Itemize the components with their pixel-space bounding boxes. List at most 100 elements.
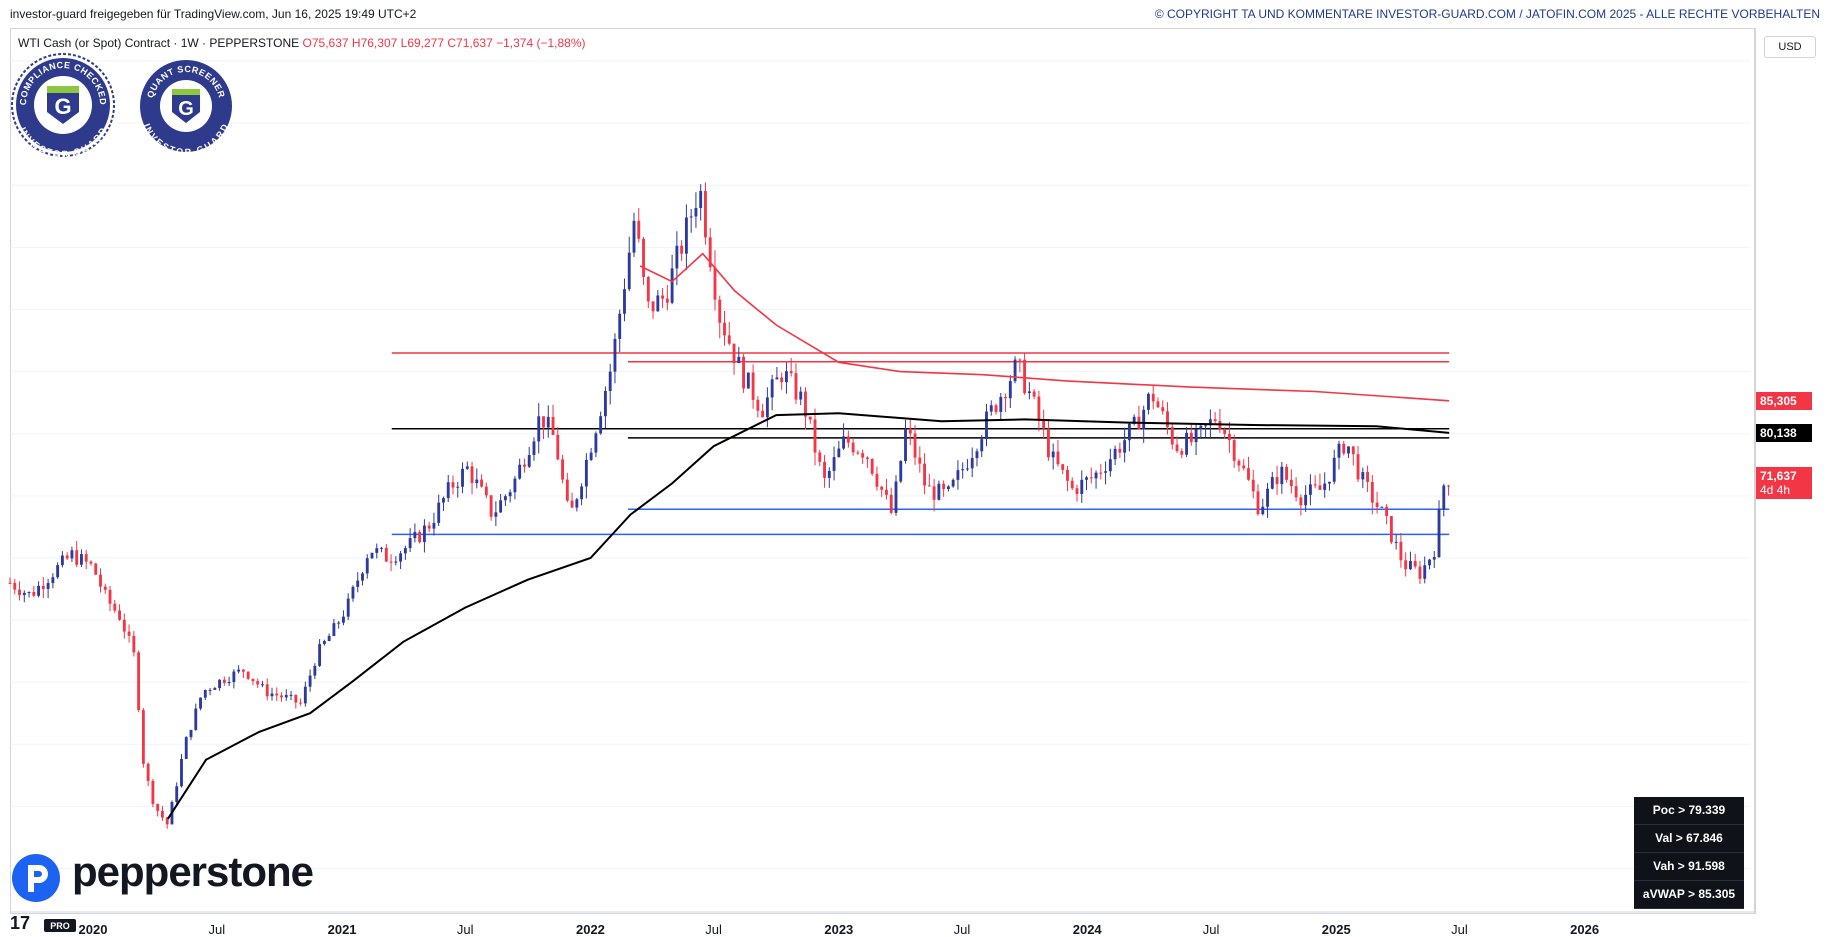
- stat-poc: Poc > 79.339: [1634, 797, 1744, 825]
- candle-body: [80, 554, 83, 565]
- candle-body: [1251, 479, 1255, 492]
- candle: [294, 694, 298, 709]
- tradingview-logo-icon[interactable]: 17 PRO: [8, 912, 80, 934]
- candle: [103, 583, 107, 594]
- candle-body: [680, 245, 684, 254]
- candle-body: [1156, 401, 1160, 408]
- x-axis-ticks: 2020 Jul 2021 Jul 2022 Jul 2023 Jul 2024 Jul 2025 J…: [10, 911, 1755, 937]
- candle-body: [642, 238, 645, 277]
- candle: [1442, 483, 1446, 517]
- candle: [570, 492, 574, 508]
- candle-body: [665, 298, 669, 303]
- candle-body: [241, 669, 245, 672]
- candle-body: [775, 377, 779, 380]
- candle-body: [961, 469, 965, 471]
- candle-body: [813, 419, 817, 453]
- candle-body: [832, 457, 836, 471]
- candle-body: [551, 416, 555, 435]
- candle: [1199, 424, 1203, 439]
- candle: [532, 437, 536, 461]
- symbol-legend[interactable]: WTI Cash (or Spot) Contract · 1W · PEPPE…: [18, 36, 586, 50]
- candle: [399, 551, 403, 570]
- candle: [561, 454, 564, 484]
- candle: [1256, 484, 1260, 516]
- candle: [861, 449, 865, 464]
- candle: [261, 680, 264, 688]
- candle-body: [927, 485, 931, 487]
- candle-body: [632, 220, 636, 253]
- candle: [632, 212, 636, 257]
- candle: [122, 613, 126, 639]
- candle: [946, 485, 950, 492]
- candle-body: [165, 817, 169, 825]
- candle-body: [742, 356, 745, 389]
- candle: [870, 458, 874, 476]
- candle-body: [1080, 479, 1084, 495]
- candle-body: [1347, 446, 1350, 454]
- candle-body: [1385, 506, 1389, 517]
- candle: [1037, 390, 1041, 432]
- candle-body: [332, 623, 336, 636]
- candle: [1337, 440, 1341, 470]
- candle-body: [1332, 457, 1336, 482]
- candle: [651, 301, 655, 319]
- candle-body: [256, 681, 260, 685]
- candle: [384, 543, 388, 562]
- candle: [894, 475, 898, 516]
- candle: [856, 450, 860, 456]
- candle: [961, 462, 965, 479]
- candle: [275, 687, 279, 702]
- candle: [789, 358, 793, 377]
- candle-body: [613, 338, 617, 372]
- candle-body: [427, 525, 431, 529]
- candle: [1046, 419, 1050, 461]
- candle: [408, 528, 412, 553]
- candle-body: [770, 379, 774, 398]
- candle: [1232, 434, 1236, 468]
- candle-body: [275, 693, 279, 696]
- candle: [327, 633, 331, 642]
- candle-body: [570, 500, 574, 508]
- candle: [1266, 482, 1269, 518]
- candle-body: [689, 216, 693, 218]
- candle-body: [1304, 494, 1308, 506]
- candle-body: [608, 371, 612, 391]
- currency-selector[interactable]: USD: [1764, 36, 1816, 58]
- candle-body: [342, 616, 345, 623]
- candle-body: [704, 190, 707, 238]
- candle: [322, 639, 326, 646]
- candle: [908, 419, 912, 446]
- candle-body: [94, 563, 98, 575]
- compliance-checked-badge: COMPLIANCE CHECKED INVESTOR-GUARD G: [11, 53, 115, 158]
- candle: [627, 236, 631, 292]
- candle: [837, 440, 841, 458]
- candle: [318, 639, 322, 668]
- candle-body: [1032, 391, 1036, 397]
- candle-body: [199, 697, 202, 709]
- candle: [1018, 358, 1022, 373]
- candle-body: [856, 452, 860, 454]
- candle-body: [523, 464, 526, 467]
- candle: [718, 295, 722, 339]
- candle: [394, 556, 398, 566]
- candle: [175, 782, 179, 806]
- candle: [446, 474, 450, 503]
- candle-body: [222, 679, 226, 683]
- candle-body: [1289, 479, 1293, 487]
- candle-body: [694, 208, 698, 217]
- candle-body: [1161, 407, 1165, 412]
- candle-body: [1442, 485, 1446, 510]
- candle-body: [723, 322, 726, 336]
- candle-body: [246, 671, 250, 679]
- candle: [1070, 477, 1074, 491]
- candle-body: [513, 478, 517, 493]
- candle: [470, 461, 474, 495]
- top-bar: investor-guard freigegeben für TradingVi…: [0, 0, 1828, 28]
- ohlc-open: O75,637: [302, 36, 349, 50]
- candle-body: [1075, 488, 1079, 495]
- candle-body: [399, 553, 403, 562]
- tv-pro-badge: PRO: [50, 921, 70, 931]
- candle-body: [1085, 477, 1088, 480]
- candle-body: [951, 479, 955, 487]
